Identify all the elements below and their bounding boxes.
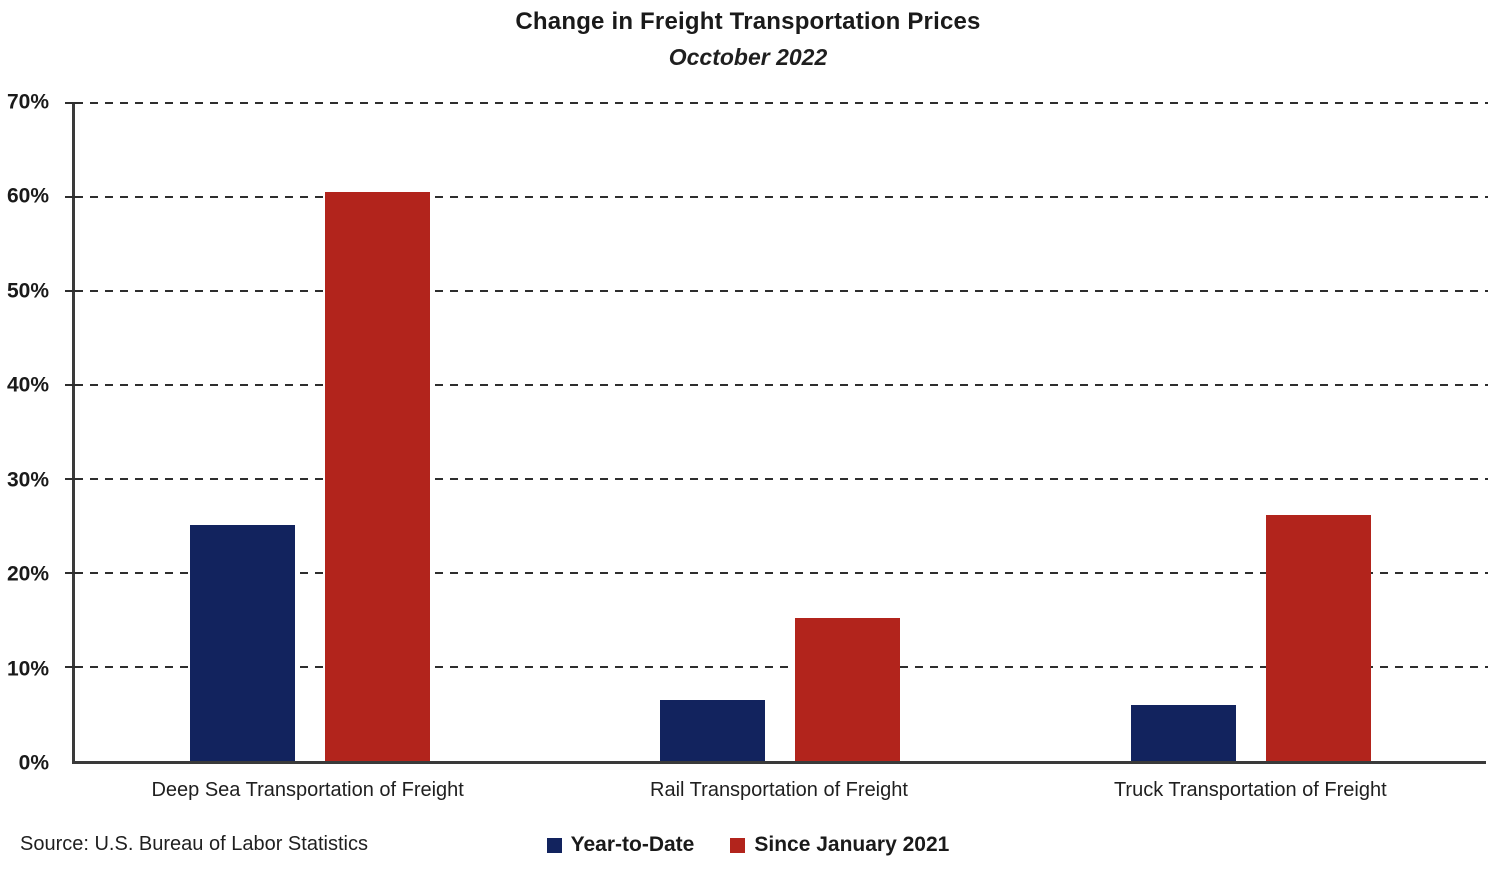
bar-group-rail-transportation-of-freight (545, 103, 1015, 761)
y-tick-10 (65, 666, 75, 668)
y-tick-60 (65, 196, 75, 198)
category-label-rail-transportation-of-freight: Rail Transportation of Freight (650, 779, 908, 801)
chart-title: Change in Freight Transportation Prices (515, 8, 981, 35)
y-axis-label-10: 10% (6, 657, 49, 681)
bar-year-to-date-truck-transportation-of-freight (1130, 704, 1236, 761)
y-axis: 70% 60% 50% 40% 30% 20% 10% 0% (0, 91, 63, 775)
category-label-deep-sea-transportation-of-freight: Deep Sea Transportation of Freight (151, 779, 464, 801)
y-tick-50 (65, 290, 75, 292)
y-tick-20 (65, 572, 75, 574)
bar-since-january-2021-truck-transportation-of-freight (1265, 514, 1371, 761)
y-axis-label-30: 30% (6, 468, 49, 492)
source-note: Source: U.S. Bureau of Labor Statistics (20, 833, 368, 855)
bar-year-to-date-rail-transportation-of-freight (660, 699, 766, 761)
bar-since-january-2021-rail-transportation-of-freight (795, 618, 901, 761)
y-tick-40 (65, 384, 75, 386)
bar-group-truck-transportation-of-freight (1016, 103, 1486, 761)
y-axis-label-60: 60% (6, 184, 49, 208)
y-axis-label-50: 50% (6, 279, 49, 303)
legend-label-since-january-2021: Since January 2021 (754, 833, 950, 856)
chart-subtitle: Occtober 2022 (668, 44, 828, 70)
bar-since-january-2021-deep-sea-transportation-of-freight (325, 192, 431, 761)
y-axis-label-20: 20% (6, 562, 49, 586)
legend-item-year-to-date: Year-to-Date (546, 833, 695, 857)
y-tick-30 (65, 478, 75, 480)
bar-year-to-date-deep-sea-transportation-of-freight (190, 525, 296, 761)
bar-group-deep-sea-transportation-of-freight (75, 103, 545, 761)
category-label-truck-transportation-of-freight: Truck Transportation of Freight (1113, 779, 1387, 801)
y-axis-label-0: 0% (18, 751, 49, 775)
legend-label-year-to-date: Year-to-Date (570, 833, 695, 856)
legend-swatch-year-to-date-icon (546, 837, 562, 853)
y-tick-70 (65, 102, 75, 104)
y-axis-label-40: 40% (6, 373, 49, 397)
legend-swatch-since-january-2021-icon (730, 837, 746, 853)
plot-area (65, 102, 1488, 764)
legend-item-since-january-2021: Since January 2021 (730, 833, 949, 857)
x-axis-labels: Deep Sea Transportation of Freight Rail T… (72, 779, 1486, 802)
y-axis-label-70: 70% (6, 90, 49, 114)
